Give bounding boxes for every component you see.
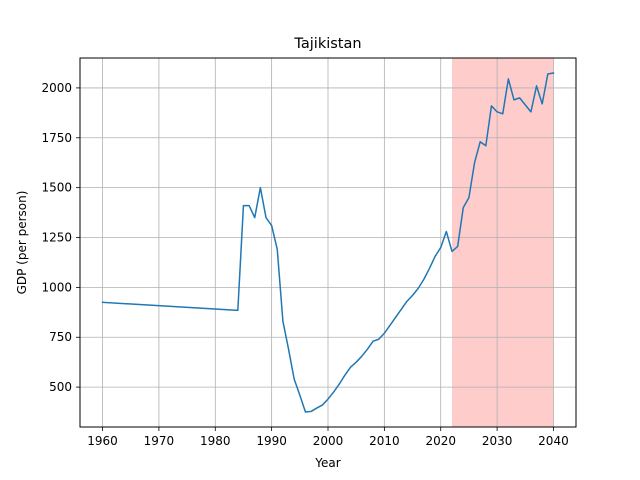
- x-tick-label: 2030: [482, 434, 513, 448]
- series-layer: [101, 72, 555, 413]
- y-axis-label: GDP (per person): [15, 191, 29, 295]
- x-tick-label: 1970: [144, 434, 175, 448]
- forecast-highlight-band: [452, 58, 554, 427]
- x-axis-label: Year: [314, 456, 340, 470]
- y-tick-label: 2000: [41, 81, 72, 95]
- x-tick-label: 1960: [87, 434, 118, 448]
- y-tick-label: 1000: [41, 280, 72, 294]
- chart-title: Tajikistan: [293, 36, 361, 52]
- x-tick-label: 1990: [256, 434, 287, 448]
- grid-layer: [80, 58, 576, 427]
- y-tick-label: 500: [49, 380, 72, 394]
- gdp-series-line: [101, 72, 555, 413]
- y-tick-label: 1500: [41, 181, 72, 195]
- tick-layer: 1960 1970 1980 1990 2000 2010 2020 2030 2040 500 7…: [41, 81, 568, 448]
- x-tick-label: 2010: [369, 434, 400, 448]
- x-tick-label: 2000: [313, 434, 344, 448]
- y-tick-label: 1250: [41, 231, 72, 245]
- x-tick-label: 2040: [538, 434, 569, 448]
- x-tick-label: 2020: [425, 434, 456, 448]
- y-tick-label: 1750: [41, 131, 72, 145]
- x-tick-label: 1980: [200, 434, 231, 448]
- forecast-highlight-layer: [452, 58, 554, 427]
- y-tick-label: 750: [49, 330, 72, 344]
